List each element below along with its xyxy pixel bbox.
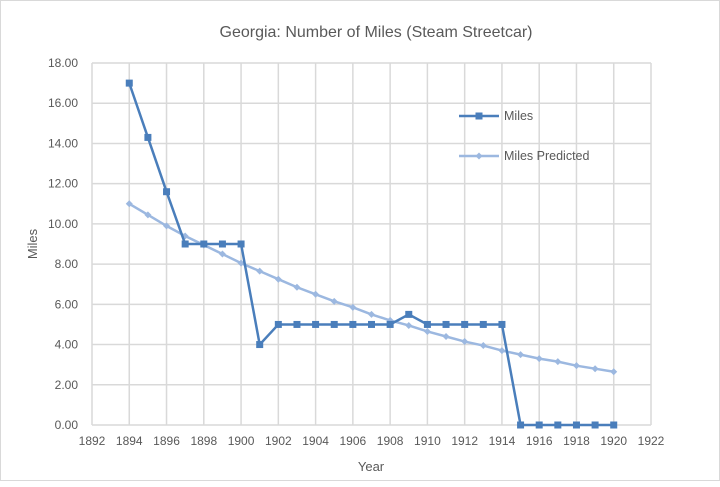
data-point-miles [517,421,525,429]
data-point-miles [461,320,469,328]
data-point-miles [144,133,152,141]
data-point-miles-predicted [312,290,320,298]
data-point-miles-predicted [256,267,264,275]
data-point-miles-predicted [293,283,301,291]
data-point-miles-predicted [535,355,543,363]
y-tick-label: 18.00 [48,56,78,70]
data-point-miles-predicted [349,303,357,311]
data-point-miles [274,320,282,328]
legend-label: Miles Predicted [504,149,589,163]
data-point-miles-predicted [479,342,487,350]
data-point-miles-predicted [461,338,469,346]
x-tick-label: 1904 [302,434,329,448]
data-point-miles-predicted [572,362,580,370]
x-tick-label: 1914 [489,434,516,448]
data-point-miles-predicted [368,310,375,318]
x-axis-label: Year [358,459,385,474]
data-point-miles-predicted [554,358,562,366]
y-tick-label: 8.00 [55,257,79,271]
legend-marker-square [475,112,483,120]
data-point-miles-predicted [591,365,599,373]
data-point-miles-predicted [237,259,245,267]
series-line-miles-predicted [128,202,614,373]
data-point-miles-predicted [218,250,226,258]
chart-title: Georgia: Number of Miles (Steam Streetca… [220,24,533,41]
x-tick-label: 1906 [340,434,367,448]
data-point-miles [330,320,338,328]
x-tick-label: 1918 [563,434,590,448]
x-tick-label: 1908 [377,434,404,448]
x-tick-label: 1900 [228,434,255,448]
data-point-miles [312,320,320,328]
x-tick-label: 1920 [600,434,627,448]
y-tick-label: 6.00 [55,297,79,311]
data-point-miles-predicted [405,321,413,329]
data-point-miles [572,421,580,429]
data-point-miles [610,421,618,429]
data-point-miles [386,320,394,328]
y-tick-label: 12.00 [48,177,78,191]
x-tick-label: 1910 [414,434,441,448]
data-point-miles-predicted [163,222,171,230]
data-point-miles-predicted [274,275,282,283]
data-point-miles [442,320,450,328]
data-point-miles [405,310,413,318]
y-tick-label: 16.00 [48,96,78,110]
legend-marker-diamond [475,152,483,160]
data-point-miles-predicted [423,327,431,335]
data-point-miles [293,320,301,328]
data-point-miles [237,240,245,248]
data-point-miles-predicted [610,368,618,376]
data-point-miles-predicted [498,347,506,355]
series-line-miles [128,82,614,427]
data-point-miles [368,320,375,328]
x-tick-label: 1892 [79,434,106,448]
data-point-miles [125,79,133,87]
x-tick-label: 1898 [190,434,217,448]
data-point-miles [479,320,487,328]
y-axis-label: Miles [25,228,40,259]
x-tick-label: 1912 [451,434,478,448]
x-tick-label: 1896 [153,434,180,448]
data-point-miles [535,421,543,429]
x-tick-label: 1894 [116,434,143,448]
x-tick-label: 1902 [265,434,292,448]
y-tick-label: 10.00 [48,217,78,231]
data-point-miles-predicted [125,200,133,208]
x-tick-label: 1916 [526,434,553,448]
data-point-miles [200,240,208,248]
data-point-miles-predicted [330,297,338,305]
x-tick-label: 1922 [638,434,665,448]
data-point-miles-predicted [442,333,450,341]
y-tick-label: 2.00 [55,378,79,392]
data-point-miles [181,240,189,248]
data-point-miles [423,320,431,328]
data-point-miles [163,188,171,196]
data-point-miles-predicted [517,351,525,359]
data-point-miles [554,421,562,429]
data-point-miles-predicted [144,211,152,219]
data-point-miles [218,240,226,248]
data-point-miles [498,320,506,328]
data-point-miles [256,341,264,349]
data-point-miles [591,421,599,429]
y-tick-label: 0.00 [55,418,79,432]
data-point-miles [349,320,357,328]
y-tick-label: 14.00 [48,136,78,150]
y-tick-label: 4.00 [55,338,79,352]
legend-label: Miles [504,109,533,123]
